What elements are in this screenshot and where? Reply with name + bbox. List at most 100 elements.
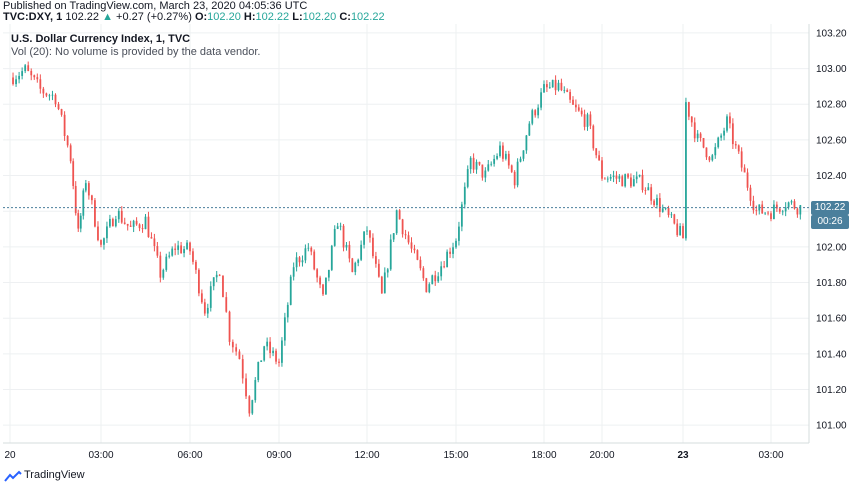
candle [333, 225, 336, 247]
candle [650, 183, 653, 205]
candle [612, 170, 615, 183]
candle [615, 171, 618, 184]
candle [740, 147, 743, 172]
candle [469, 156, 472, 174]
candle [266, 337, 269, 351]
candle [796, 207, 799, 218]
candle [24, 63, 27, 74]
candle [487, 159, 490, 172]
candle [18, 71, 20, 84]
y-tick-label: 102.80 [816, 100, 847, 111]
candle [580, 107, 583, 117]
candle [682, 223, 684, 239]
price-chart[interactable]: 101.00 101.20 101.40 101.60 101.80 102.00 102.… [0, 0, 852, 468]
candle [696, 130, 699, 142]
candle [557, 79, 560, 92]
candle [150, 232, 153, 239]
x-tick-label: 23 [677, 450, 689, 461]
candle [369, 229, 371, 243]
candle [91, 194, 93, 205]
candle [286, 302, 289, 323]
candle [679, 223, 682, 236]
chart-header: Published on TradingView.com, March 23, … [0, 0, 852, 24]
last-price: 102.22 [65, 11, 100, 23]
candle [731, 118, 734, 150]
candle [144, 214, 147, 230]
candle [551, 79, 554, 88]
candle [380, 275, 383, 294]
candle [775, 201, 778, 212]
tradingview-brand[interactable]: TradingView [24, 469, 85, 481]
candle [714, 143, 717, 159]
candle [653, 199, 655, 208]
candle [245, 373, 247, 399]
candle [272, 347, 274, 357]
x-tick-label: 12:00 [354, 450, 379, 461]
candle [563, 86, 566, 94]
candles [12, 61, 802, 417]
candle [595, 148, 598, 159]
candle [57, 101, 60, 111]
candle [235, 343, 238, 356]
candle [656, 194, 658, 209]
candle [621, 174, 624, 187]
candle [455, 238, 457, 249]
candle [543, 80, 545, 93]
candle [437, 272, 440, 283]
candle [138, 223, 141, 232]
candle [120, 206, 123, 224]
candle [168, 251, 171, 259]
candle [12, 72, 14, 86]
candle [248, 395, 251, 417]
candle [206, 303, 209, 318]
candle [171, 246, 174, 257]
candle [351, 257, 354, 273]
candle [186, 239, 188, 251]
candle [27, 61, 30, 72]
low-value: 102.20 [302, 11, 337, 23]
candle [100, 239, 102, 248]
candle [48, 93, 51, 101]
x-tick-label: 20 [4, 450, 16, 461]
candle [413, 244, 416, 254]
open-value: 102.20 [207, 11, 241, 23]
candle [87, 181, 90, 200]
close-label: C: [339, 11, 351, 23]
tradingview-logo-icon[interactable] [4, 470, 22, 482]
candle [504, 150, 507, 161]
y-tick-label: 102.60 [816, 135, 847, 146]
candle [404, 229, 407, 240]
candle [460, 201, 463, 232]
candle [644, 187, 647, 195]
y-tick-label: 103.00 [816, 64, 847, 75]
candle [241, 354, 244, 384]
candle [693, 117, 696, 143]
candle [627, 172, 629, 179]
y-tick-label: 102.40 [816, 171, 847, 182]
candle [603, 177, 606, 180]
candle [516, 158, 519, 188]
candle [458, 221, 460, 246]
candle [21, 67, 24, 80]
candle [717, 136, 720, 149]
candle [36, 73, 39, 83]
candle [238, 349, 241, 360]
candle [638, 174, 641, 178]
candle [720, 133, 723, 141]
candle [283, 312, 286, 346]
candle [269, 337, 271, 359]
candle [440, 261, 443, 281]
candle [42, 86, 45, 98]
candle [443, 260, 446, 269]
candle [313, 249, 316, 271]
price-axis: 101.00 101.20 101.40 101.60 101.80 102.00 102.… [808, 24, 847, 443]
chart-grid [3, 24, 809, 443]
candle [260, 360, 263, 363]
candle [147, 211, 150, 238]
candle [690, 116, 693, 127]
candle [531, 108, 534, 126]
candle [734, 141, 737, 149]
candle [363, 231, 365, 249]
x-tick-label: 18:00 [531, 450, 556, 461]
candle [97, 221, 99, 242]
